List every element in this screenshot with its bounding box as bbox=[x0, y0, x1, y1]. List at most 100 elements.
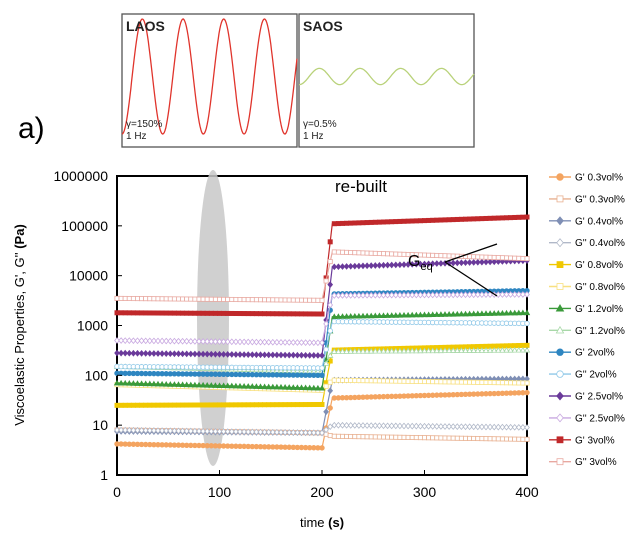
data-point bbox=[397, 251, 403, 257]
legend-item: G'' 2.5vol% bbox=[549, 413, 625, 424]
data-point bbox=[367, 347, 375, 354]
data-point bbox=[245, 351, 252, 358]
data-point bbox=[163, 402, 169, 408]
data-point bbox=[503, 346, 510, 353]
data-point bbox=[344, 433, 350, 439]
data-point bbox=[118, 426, 124, 434]
series-g-3vol- bbox=[114, 214, 530, 317]
legend-label: G'' 0.3vol% bbox=[575, 194, 625, 205]
data-point bbox=[122, 426, 129, 434]
data-point bbox=[118, 349, 124, 357]
data-point bbox=[356, 422, 362, 429]
data-point bbox=[143, 310, 149, 316]
legend-item: G'' 1.2vol% bbox=[549, 326, 625, 337]
data-point bbox=[184, 296, 190, 302]
data-point bbox=[237, 297, 243, 303]
data-point bbox=[516, 255, 522, 261]
data-point bbox=[556, 261, 564, 269]
data-point bbox=[471, 216, 477, 222]
x-tick-label: 0 bbox=[113, 484, 121, 500]
data-point bbox=[298, 311, 304, 317]
data-point bbox=[426, 435, 432, 441]
data-point bbox=[413, 260, 420, 268]
data-point bbox=[278, 311, 284, 317]
data-point bbox=[483, 215, 489, 221]
data-point bbox=[355, 348, 363, 354]
legend-item: G' 2vol% bbox=[549, 348, 615, 359]
data-point bbox=[216, 296, 222, 302]
data-point bbox=[474, 347, 482, 353]
data-point bbox=[327, 281, 334, 288]
data-point bbox=[343, 313, 350, 319]
data-point bbox=[523, 309, 531, 316]
data-point bbox=[327, 387, 334, 395]
legend-label: G'' 1.2vol% bbox=[575, 326, 625, 337]
data-point bbox=[212, 310, 218, 316]
data-point bbox=[483, 436, 489, 442]
data-point bbox=[159, 310, 165, 316]
data-point bbox=[372, 434, 378, 440]
data-point bbox=[487, 423, 493, 431]
data-point bbox=[462, 423, 469, 431]
series-g-2vol- bbox=[114, 318, 530, 371]
data-point bbox=[200, 402, 206, 408]
data-point bbox=[352, 434, 358, 440]
data-point bbox=[417, 435, 423, 441]
data-point bbox=[142, 350, 149, 357]
data-point bbox=[499, 423, 506, 431]
data-point bbox=[183, 427, 190, 435]
data-point bbox=[327, 379, 333, 385]
data-point bbox=[556, 216, 564, 226]
data-point bbox=[426, 379, 432, 385]
data-point bbox=[454, 310, 461, 317]
data-point bbox=[479, 379, 485, 385]
legend-item: G'' 0.3vol% bbox=[549, 194, 625, 205]
data-point bbox=[216, 402, 222, 408]
data-point bbox=[339, 421, 346, 429]
data-point bbox=[151, 350, 157, 357]
data-point bbox=[555, 303, 565, 312]
data-point bbox=[454, 291, 461, 299]
data-point bbox=[499, 380, 505, 386]
data-point bbox=[212, 428, 219, 435]
data-point bbox=[163, 427, 170, 435]
series-g-0-4vol- bbox=[114, 421, 530, 437]
data-point bbox=[265, 351, 272, 359]
data-point bbox=[151, 337, 157, 345]
data-point bbox=[274, 338, 280, 346]
data-point bbox=[130, 426, 137, 434]
data-point bbox=[417, 311, 424, 318]
legend-item: G' 2.5vol% bbox=[549, 391, 623, 403]
data-point bbox=[282, 402, 288, 408]
data-point bbox=[274, 297, 280, 303]
chart: 1 10 100 1000 10000 100000 1000000 0 100 200 300 4… bbox=[12, 168, 539, 530]
data-point bbox=[203, 382, 211, 388]
data-point bbox=[442, 435, 448, 441]
data-point bbox=[503, 215, 509, 221]
data-point bbox=[200, 296, 206, 302]
data-point bbox=[114, 402, 120, 408]
data-point bbox=[241, 351, 247, 358]
data-point bbox=[257, 428, 264, 436]
data-point bbox=[556, 348, 564, 356]
data-point bbox=[380, 251, 386, 257]
data-point bbox=[491, 258, 498, 266]
data-point bbox=[433, 347, 441, 354]
data-point bbox=[151, 296, 157, 302]
data-point bbox=[438, 260, 444, 267]
data-point bbox=[298, 351, 305, 359]
data-point bbox=[175, 427, 182, 435]
data-point bbox=[388, 291, 395, 299]
data-point bbox=[220, 338, 227, 346]
data-point bbox=[245, 428, 252, 436]
data-point bbox=[139, 402, 145, 408]
data-point bbox=[249, 297, 255, 303]
legend-item: G'' 0.4vol% bbox=[549, 238, 625, 249]
data-point bbox=[335, 221, 341, 227]
data-point bbox=[519, 346, 527, 353]
data-point bbox=[483, 254, 489, 260]
data-point bbox=[126, 310, 132, 316]
data-point bbox=[397, 422, 403, 430]
x-tick-label: 200 bbox=[310, 484, 334, 500]
data-point bbox=[183, 381, 190, 388]
